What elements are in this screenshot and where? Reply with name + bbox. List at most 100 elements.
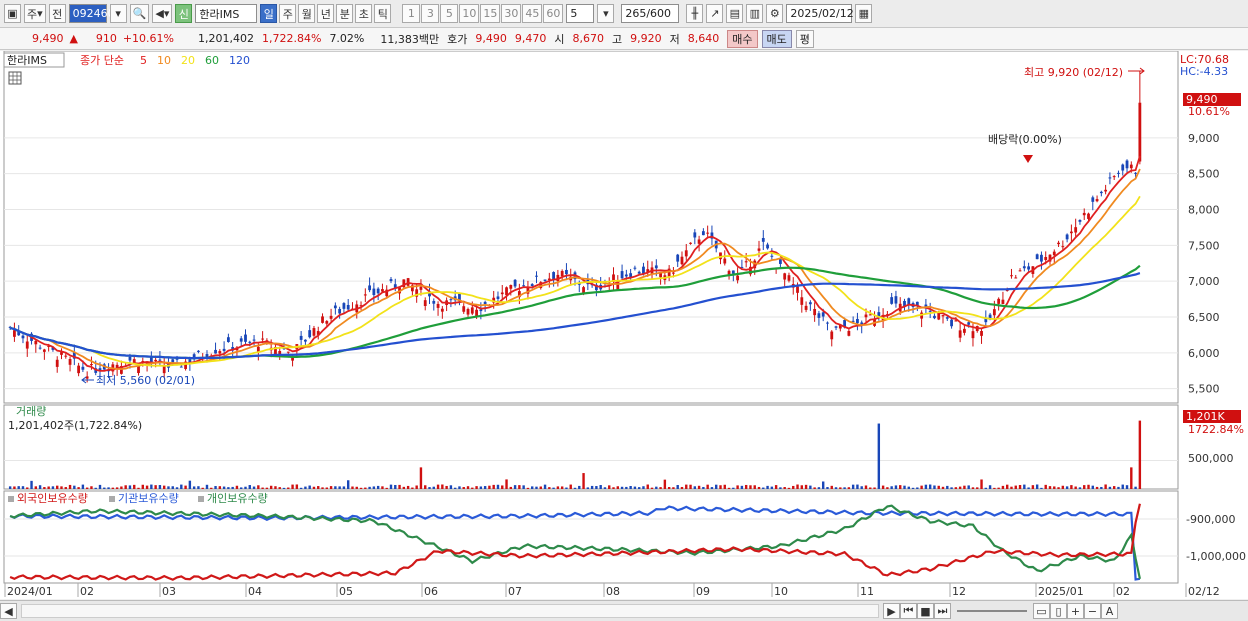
average-button[interactable]: 평 (795, 29, 814, 48)
zoom-in-icon[interactable]: + (1067, 603, 1084, 619)
gear-icon[interactable]: ⚙ (766, 4, 784, 23)
volume-bar (637, 487, 641, 489)
candle-body (642, 266, 645, 274)
volume-bar (175, 487, 179, 489)
stock-name-field[interactable]: 한라IMS (195, 4, 258, 23)
volume-bar (1027, 487, 1030, 489)
minute-option[interactable]: 45 (522, 4, 543, 23)
candle-body (1035, 254, 1039, 260)
minute-option[interactable]: 60 (543, 4, 564, 23)
draw-tool-icon[interactable]: ↗ (706, 4, 724, 23)
candle-body (1010, 275, 1013, 277)
candle-body (1065, 234, 1069, 240)
interval-dropdown-icon[interactable]: ▾ (597, 4, 615, 23)
candle-body (971, 331, 975, 339)
candle-body (226, 337, 230, 342)
volume-bar (90, 486, 93, 489)
candle-type-icon[interactable]: ╫ (686, 4, 704, 23)
period-tab[interactable]: 주 (279, 4, 297, 23)
count-input[interactable]: 265/600 (621, 4, 680, 23)
print-icon[interactable]: ▤ (726, 4, 744, 23)
font-size-icon[interactable]: A (1101, 603, 1118, 619)
first-page-icon[interactable]: ⏮ (900, 603, 917, 619)
date-input[interactable]: 2025/02/12 (786, 4, 854, 23)
volume-bar (864, 485, 868, 489)
volume-bar (578, 485, 581, 489)
period-tab[interactable]: 월 (298, 4, 316, 23)
volume-bar (398, 484, 401, 489)
last-page-icon[interactable]: ⏭ (934, 603, 951, 619)
scroll-left-icon[interactable]: ◀ (0, 603, 17, 619)
minute-option[interactable]: 15 (480, 4, 501, 23)
volume-bar (616, 486, 619, 489)
stock-chart[interactable]: 9,000 8,500 8,000 7,500 7,000 6,500 6,000 5,500… (0, 51, 1248, 599)
candle-body (885, 314, 889, 316)
candle-body (214, 349, 217, 354)
ma-legend-item: 120 (229, 54, 250, 67)
price-y-tick: 8,500 (1188, 168, 1220, 181)
prev-button[interactable]: 전 (48, 4, 66, 23)
candle-body (197, 350, 200, 352)
candle-body (1117, 172, 1120, 174)
period-tab[interactable]: 일 (260, 4, 278, 23)
candle-body (483, 301, 487, 304)
table-icon[interactable] (8, 71, 22, 85)
layout-icon[interactable]: ▭ (1033, 603, 1050, 619)
stop-icon[interactable]: ■ (917, 603, 934, 619)
bid-value: 9,470 (514, 32, 547, 45)
candle-body (928, 310, 932, 312)
volume-bar (603, 487, 607, 489)
candle-body (646, 269, 650, 273)
speaker-icon[interactable]: ◀▾ (152, 4, 173, 23)
candle-body (1108, 177, 1112, 179)
candle-body (1095, 199, 1099, 202)
candle-body (85, 376, 89, 379)
low-value: 8,640 (687, 32, 720, 45)
candle-body (8, 326, 12, 328)
price-y-tick: 9,000 (1188, 132, 1220, 145)
candle-body (458, 293, 461, 302)
search-icon[interactable]: 🔍 (129, 4, 150, 23)
holding-legend-item: 개인보유수량 (207, 492, 268, 505)
volume-bar (1001, 485, 1005, 489)
scroll-right-icon[interactable]: ▶ (883, 603, 900, 619)
zoom-slider[interactable] (957, 610, 1027, 612)
candle-body (629, 273, 633, 278)
save-icon[interactable]: ▥ (746, 4, 764, 23)
volume-bar (257, 485, 260, 489)
market-select[interactable]: 주 ▾ (24, 4, 46, 23)
buy-button[interactable]: 매수 (727, 29, 758, 48)
calendar-icon[interactable]: ▦ (855, 4, 873, 23)
period-tab[interactable]: 틱 (374, 4, 392, 23)
sell-button[interactable]: 매도 (761, 29, 792, 48)
low-annotation: 최저 5,560 (02/01) (96, 374, 195, 387)
scroll-track[interactable] (21, 604, 879, 618)
minute-option[interactable]: 3 (421, 4, 440, 23)
table-icon-grid (9, 72, 21, 84)
code-dropdown-icon[interactable]: ▾ (109, 4, 127, 23)
minute-option[interactable]: 10 (459, 4, 480, 23)
zoom-out-icon[interactable]: − (1084, 603, 1101, 619)
candle-body (950, 319, 953, 327)
bottom-scrollbar[interactable]: ◀ ▶ ⏮ ■ ⏭ ▭ ▯ + − A (0, 600, 1248, 621)
candle-body (710, 232, 714, 239)
period-tab[interactable]: 초 (355, 4, 373, 23)
volume-bar (261, 487, 264, 489)
volume-bar (856, 484, 859, 489)
volume-bar (376, 485, 380, 489)
period-tab[interactable]: 분 (336, 4, 354, 23)
open-label: 시 (554, 32, 565, 46)
split-icon[interactable]: ▯ (1050, 603, 1067, 619)
period-tab[interactable]: 년 (317, 4, 335, 23)
volume-bar (244, 486, 247, 489)
stock-code-input[interactable]: 092460 (68, 4, 115, 23)
volume-bar (355, 486, 358, 489)
volume-bar (479, 486, 483, 489)
chart-menu-icon[interactable]: ▣ (4, 4, 21, 23)
volume-bar (1087, 484, 1090, 489)
minute-option[interactable]: 30 (501, 4, 522, 23)
interval-input[interactable]: 5 (566, 4, 595, 23)
minute-option[interactable]: 5 (440, 4, 459, 23)
minute-option[interactable]: 1 (402, 4, 421, 23)
